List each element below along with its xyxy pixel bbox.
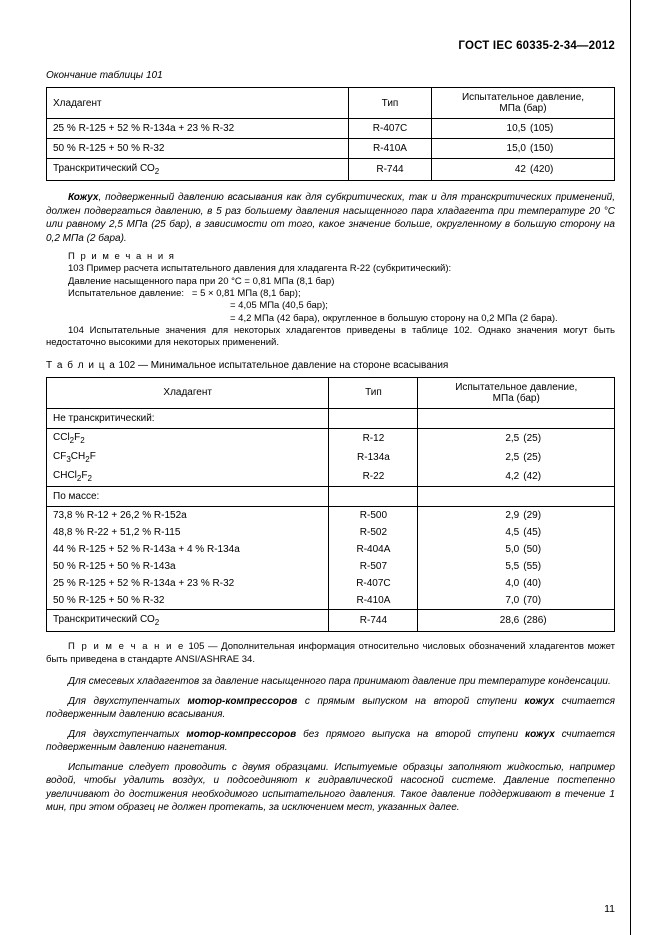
th-agent: Хладагент: [47, 377, 329, 408]
table-row: CCl2F2R-122,5(25): [47, 428, 615, 448]
table-row: 73,8 % R-12 + 26,2 % R-152aR-5002,9(29): [47, 506, 615, 524]
table-row: 44 % R-125 + 52 % R-143a + 4 % R-134aR-4…: [47, 541, 615, 558]
th-agent: Хладагент: [47, 88, 349, 119]
table-102: Хладагент Тип Испытательное давление, МП…: [46, 377, 615, 632]
th-press: Испытательное давление, МПа (бар): [418, 377, 615, 408]
table-101: Хладагент Тип Испытательное давление, МП…: [46, 87, 615, 181]
table-row: 50 % R-125 + 50 % R-32R-410A7,0(70): [47, 592, 615, 610]
table-row: 25 % R-125 + 52 % R-134a + 23 % R-32R-40…: [47, 575, 615, 592]
table-row: 50 % R-125 + 50 % R-32R-410A15,0(150): [47, 139, 615, 159]
body-paragraph: Для двухступенчатых мотор-компрессоров с…: [46, 695, 615, 722]
body-paragraph: Испытание следует проводить с двумя обра…: [46, 761, 615, 815]
table-row: 25 % R-125 + 52 % R-134a + 23 % R-32R-40…: [47, 119, 615, 139]
notes-103-104: П р и м е ч а н и я 103 Пример расчета и…: [46, 251, 615, 350]
standard-code: ГОСТ IEC 60335-2-34—2012: [46, 40, 615, 52]
table-row: 50 % R-125 + 50 % R-143aR-5075,5(55): [47, 558, 615, 575]
body-paragraph: Для смесевых хладагентов за давление нас…: [46, 675, 615, 689]
note-105: П р и м е ч а н и е 105 — Дополнительная…: [46, 641, 615, 666]
table102-title: Т а б л и ц а 102 — Минимальное испытате…: [46, 360, 615, 371]
table-row: CF3CH2FR-134a2,5(25): [47, 448, 615, 467]
table-section-header: Не транскритический:: [47, 408, 615, 428]
table-row: CHCl2F2R-224,2(42): [47, 467, 615, 487]
page-number: 11: [604, 903, 615, 915]
table-section-header: По массе:: [47, 486, 615, 506]
th-type: Тип: [329, 377, 418, 408]
table-row: 48,8 % R-22 + 51,2 % R-115R-5024,5(45): [47, 524, 615, 541]
th-press: Испытательное давление, МПа (бар): [432, 88, 615, 119]
page-right-border: [630, 0, 631, 935]
body-paragraph: Для двухступенчатых мотор-компрессоров б…: [46, 728, 615, 755]
body-paragraphs: Для смесевых хладагентов за давление нас…: [46, 675, 615, 815]
kozhukh-paragraph: Кожух, подверженный давлению всасывания …: [46, 191, 615, 245]
table-row: Транскритический СО2R-74428,6(286): [47, 609, 615, 631]
th-type: Тип: [349, 88, 432, 119]
table-row: Транскритический СО2R-74442(420): [47, 159, 615, 181]
table101-caption: Окончание таблицы 101: [46, 70, 615, 81]
